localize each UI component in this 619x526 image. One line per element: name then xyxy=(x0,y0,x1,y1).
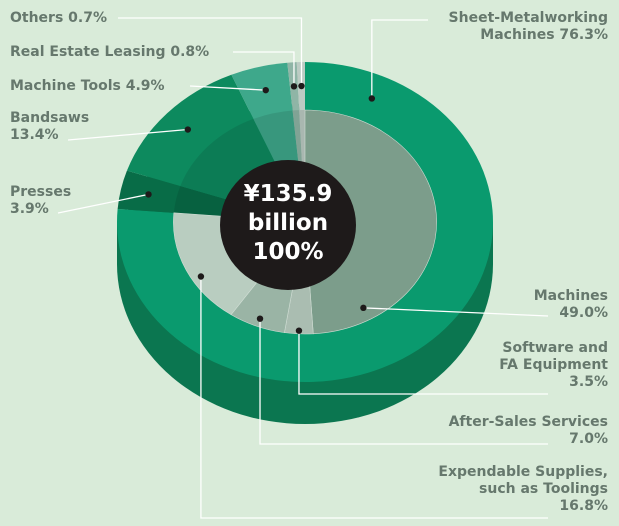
label-name: After-Sales Services xyxy=(448,414,608,430)
label-value: 3.9% xyxy=(10,201,49,217)
label-value: 49.0% xyxy=(559,305,608,321)
label-name: Others xyxy=(10,10,64,26)
label-value: 3.5% xyxy=(569,374,608,390)
center-hole xyxy=(220,160,356,290)
leader-dot xyxy=(256,315,264,322)
slice-label: Machine Tools 4.9% xyxy=(10,78,230,95)
leader-line xyxy=(189,85,266,91)
label-value: 7.0% xyxy=(569,431,608,447)
leader-line xyxy=(371,19,428,99)
slice-label: Presses 3.9% xyxy=(10,184,72,218)
label-value: 4.9% xyxy=(125,78,165,94)
leader-line xyxy=(200,276,548,519)
leader-line xyxy=(57,193,149,214)
breakdown-slice xyxy=(304,109,437,335)
slice-label: Others 0.7% xyxy=(10,10,210,27)
center-total: ¥135.9 billion xyxy=(243,181,333,236)
leader-dot xyxy=(290,83,298,90)
leader-line xyxy=(118,17,303,87)
label-value: 0.8% xyxy=(170,44,210,60)
leader-line xyxy=(259,318,548,445)
leader-dot xyxy=(262,86,269,94)
label-name: Machine Tools xyxy=(10,78,121,94)
leader-dot xyxy=(360,304,367,312)
slice-label: Sheet-Metalworking Machines 76.3% xyxy=(423,10,608,44)
label-name: Expendable Supplies, such as Toolings xyxy=(438,464,608,497)
leader-dot xyxy=(184,126,192,133)
label-name: Software and FA Equipment xyxy=(499,340,608,373)
label-name: Machines xyxy=(533,288,608,304)
label-value: 16.8% xyxy=(559,498,608,514)
slice-label: Bandsaws 13.4% xyxy=(10,110,90,144)
slice-label: Real Estate Leasing 0.8% xyxy=(10,44,250,61)
label-value: 76.3% xyxy=(559,27,608,43)
leader-line xyxy=(298,330,548,395)
leader-dot xyxy=(368,95,376,102)
leader-dot xyxy=(145,191,152,198)
leader-dot xyxy=(295,327,303,334)
leader-line xyxy=(363,307,549,317)
label-name: Presses xyxy=(10,184,72,200)
label-name: Real Estate Leasing xyxy=(10,44,166,60)
label-value: 0.7% xyxy=(68,10,107,26)
leader-dot xyxy=(298,82,305,90)
leader-dot xyxy=(197,273,205,280)
leader-line xyxy=(233,51,295,87)
label-name: Bandsaws xyxy=(10,110,90,126)
center-share: 100% xyxy=(252,239,324,265)
label-name: Sheet-Metalworking Machines xyxy=(448,10,608,43)
slice-label: Software and FA Equipment 3.5% xyxy=(490,340,608,391)
center-label: ¥135.9 billion 100% xyxy=(228,180,348,267)
label-value: 13.4% xyxy=(10,127,59,143)
leader-line xyxy=(67,128,188,141)
slice-label: After-Sales Services 7.0% xyxy=(428,414,608,448)
slice-label: Machines 49.0% xyxy=(528,288,608,322)
slice-label: Expendable Supplies, such as Toolings 16… xyxy=(428,464,608,515)
